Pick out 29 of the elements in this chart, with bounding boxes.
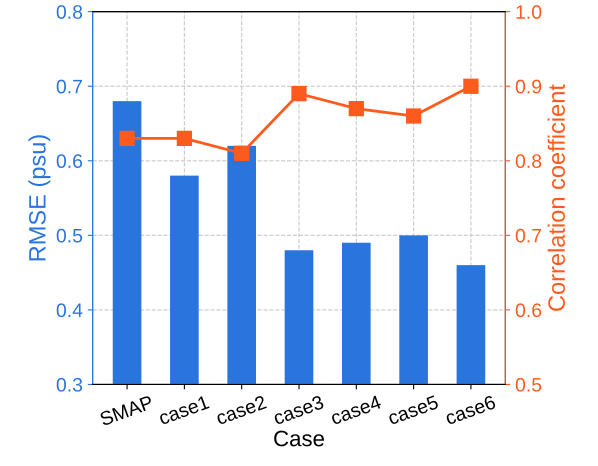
x-tick-label: case1	[158, 395, 210, 426]
y2-tick-label: 0.6	[516, 303, 542, 318]
y-tick-label: 0.8	[56, 5, 82, 19]
y2-axis-title: Correlation coefficient	[548, 84, 565, 311]
y-tick-label: 0.4	[56, 303, 82, 318]
y-tick-label: 0.3	[56, 378, 82, 392]
point	[463, 78, 479, 94]
x-tick-label: case6	[444, 394, 496, 426]
point	[234, 146, 250, 161]
x-axis-title: Case	[274, 430, 324, 446]
y-tick-label: 0.5	[56, 228, 82, 243]
point	[406, 108, 422, 124]
x-tick-label: case2	[215, 394, 267, 426]
y-axis-title: RMSE (psu)	[28, 135, 50, 260]
x-tick-label: SMAP	[99, 395, 154, 426]
y2-tick-label: 1.0	[516, 5, 542, 19]
y2-tick-label: 0.7	[516, 228, 542, 243]
point	[291, 86, 307, 102]
y2-tick-label: 0.5	[516, 378, 542, 392]
x-tick-label: case4	[330, 395, 382, 426]
point	[119, 130, 135, 146]
y2-tick-label: 0.8	[516, 154, 542, 168]
y-tick-label: 0.7	[56, 80, 82, 94]
x-tick-label: case3	[272, 394, 324, 426]
y2-tick-label: 0.9	[516, 80, 542, 94]
point	[176, 130, 192, 146]
y-tick-label: 0.6	[56, 154, 82, 168]
point	[348, 100, 364, 116]
x-tick-label: case5	[387, 395, 440, 426]
